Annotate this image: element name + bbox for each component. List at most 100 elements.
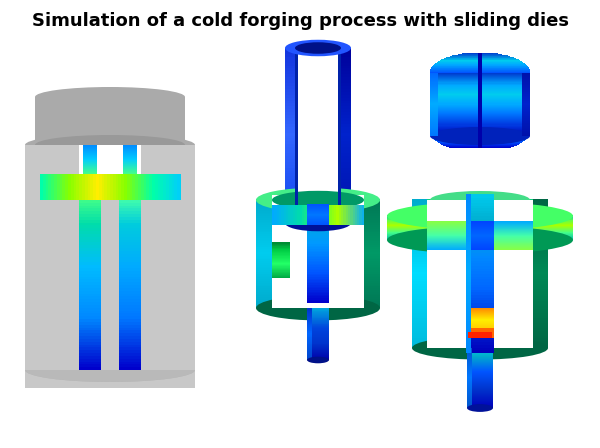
Bar [440,60,520,61]
Bar [432,222,435,250]
Bar [412,227,427,229]
Bar [494,237,533,238]
Bar [119,276,141,280]
Bar [430,253,530,254]
Bar [307,237,329,239]
Bar [430,125,438,126]
Bar [440,143,520,144]
Bar [494,245,533,246]
Bar [79,347,101,350]
Bar [430,75,530,76]
Bar [430,104,530,106]
Bar [307,337,312,338]
Bar [307,215,329,216]
Bar [466,331,494,332]
Bar [466,234,494,235]
Bar [364,304,380,306]
Bar [427,244,466,246]
Bar [412,222,427,224]
Bar [430,107,438,109]
Bar [522,107,530,109]
Bar [285,155,351,159]
Bar [430,85,438,86]
Bar [466,268,494,271]
Bar [467,392,472,394]
Bar [272,273,290,274]
Bar [307,234,329,236]
Bar [412,199,548,202]
Bar [466,337,494,338]
Bar [307,336,312,337]
Bar [430,234,530,236]
Bar [438,142,522,143]
Bar [285,129,351,133]
Bar [285,65,295,69]
Bar [119,233,141,237]
Bar [307,341,329,343]
Bar [412,310,548,314]
Bar [427,229,466,230]
Bar [467,222,470,250]
Bar [450,56,510,57]
Bar [466,314,494,315]
Bar [123,158,137,159]
Bar [493,222,496,250]
Bar [256,255,272,258]
Bar [430,80,530,82]
Bar [83,148,97,149]
Bar [285,117,351,121]
Bar [466,223,494,224]
Bar [123,154,137,155]
Bar [412,214,427,217]
Bar [412,343,548,345]
Bar [83,158,97,159]
Bar [466,320,494,322]
Bar [79,248,101,251]
Bar [412,313,427,316]
Bar [119,341,141,345]
Bar [172,174,175,200]
Bar [256,268,272,270]
Bar [494,244,533,246]
Bar [430,120,530,121]
Bar [430,82,438,83]
Bar [130,174,133,200]
Bar [466,250,494,253]
Bar [430,112,530,113]
Bar [79,222,101,225]
Bar [467,365,472,366]
Bar [256,275,380,277]
Bar [341,71,351,74]
Bar [466,336,494,337]
Bar [533,343,548,345]
Bar [364,228,380,231]
Bar [307,355,329,357]
Bar [430,221,530,223]
Bar [307,252,329,254]
Ellipse shape [387,226,573,254]
Bar [466,315,494,316]
Bar [466,320,494,321]
Bar [256,214,272,216]
Bar [466,321,494,322]
Bar [533,320,548,323]
Bar [387,218,573,219]
Bar [412,291,427,294]
Bar [430,119,438,120]
Bar [494,223,533,224]
Bar [412,268,427,271]
Bar [272,247,290,248]
Bar [467,375,472,377]
Bar [256,220,380,222]
Bar [466,226,494,227]
Bar [285,205,351,208]
Bar [467,52,493,54]
Ellipse shape [256,188,380,212]
Bar [466,350,471,353]
Bar [307,346,329,348]
Bar [522,98,530,99]
Bar [307,229,329,231]
Bar [83,171,97,172]
Bar [430,217,530,218]
Bar [256,300,272,302]
